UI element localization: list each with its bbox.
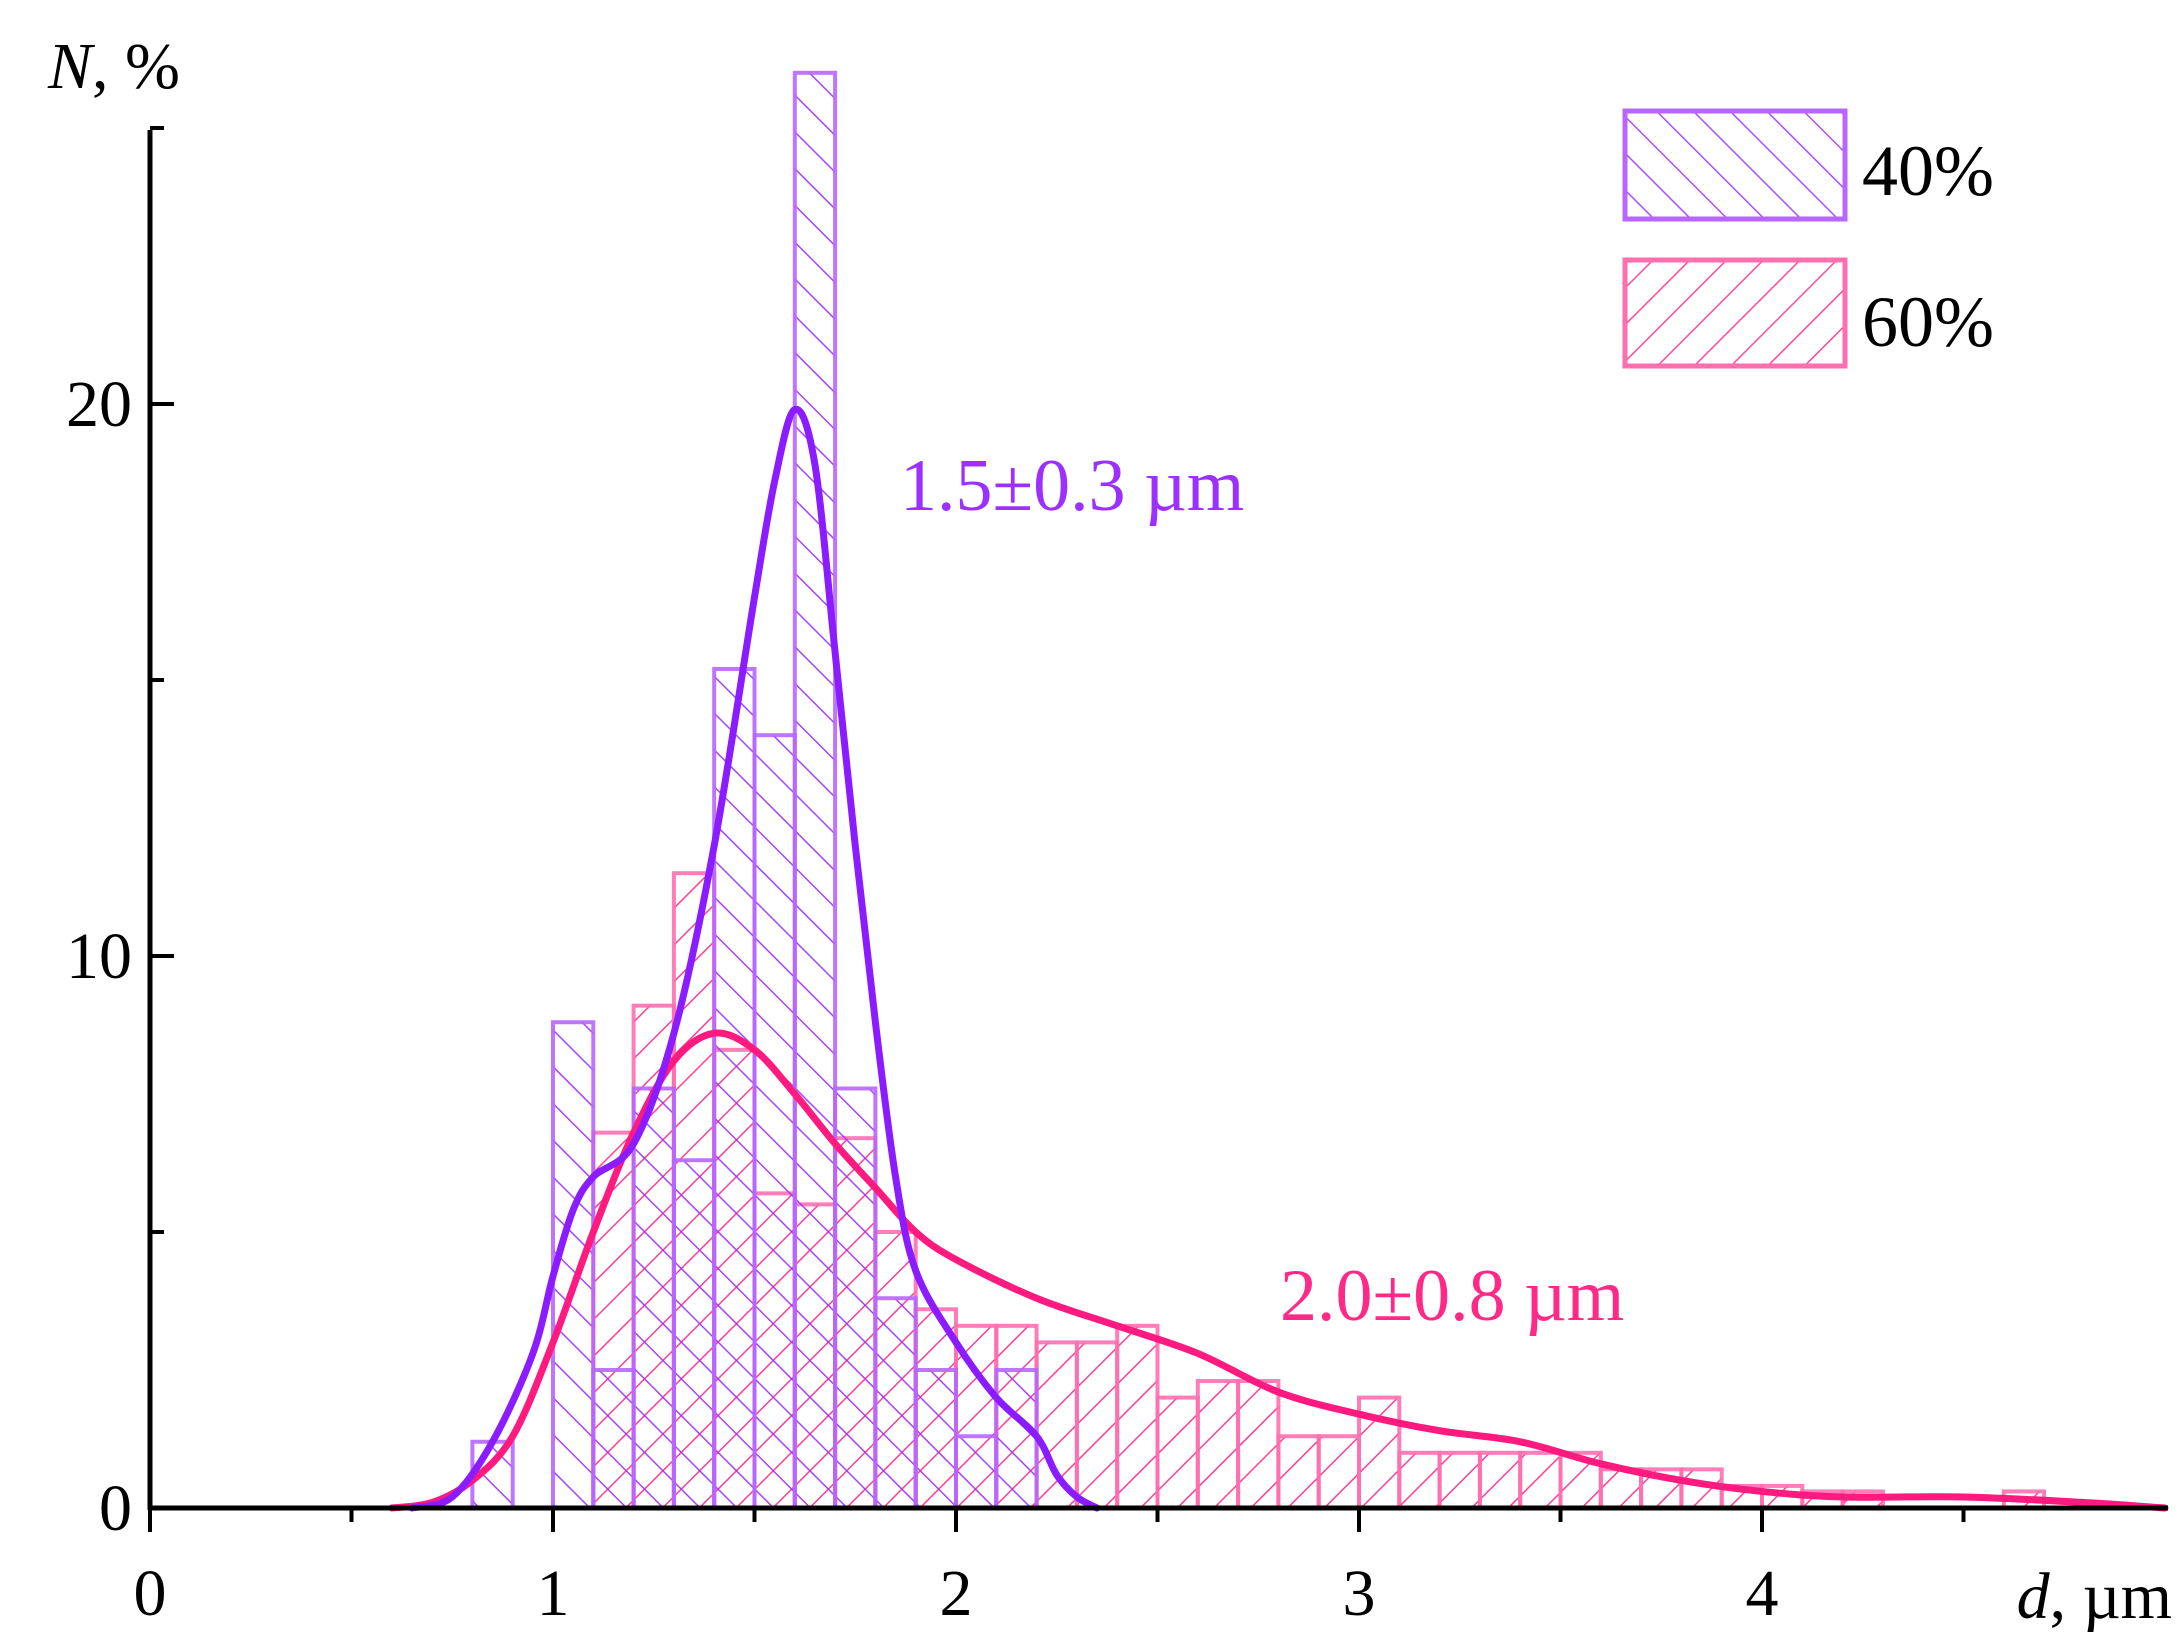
bar-60-25: [1598, 1467, 1644, 1510]
legend-swatch-60: [1622, 257, 1848, 369]
bar-60-13: [1115, 1323, 1160, 1510]
bar-60-23: [1518, 1450, 1563, 1511]
ticks-layer: 0 1 2 3 4 0 10 20: [66, 126, 1966, 1630]
x-tick-label-2: 2: [940, 1557, 973, 1630]
series-bars-40: [470, 70, 1039, 1511]
y-tick-label-20: 20: [66, 368, 132, 441]
x-axis-var: d: [2017, 1560, 2051, 1633]
legend-label-40: 40%: [1862, 131, 1994, 211]
bar-60-22: [1477, 1450, 1523, 1511]
bar-60-20: [1397, 1450, 1442, 1511]
x-tick-label-4: 4: [1746, 1557, 1779, 1630]
bar-40-4: [671, 1158, 717, 1510]
y-tick-label-0: 0: [99, 1472, 132, 1545]
bar-40-11: [954, 1434, 999, 1510]
fit-curve-60: [388, 1029, 2169, 1512]
fit-curves-layer: [388, 405, 2169, 1512]
bar-40-12: [994, 1368, 1039, 1510]
y-axis-unit: , %: [92, 30, 180, 103]
y-axis-title: N, %: [47, 30, 180, 103]
y-axis-var: N: [47, 30, 96, 103]
bar-60-14: [1155, 1395, 1200, 1510]
bars-layer: [470, 70, 2047, 1511]
x-tick-label-3: 3: [1343, 1557, 1376, 1630]
legend-swatch-40: [1622, 108, 1848, 222]
bar-60-16: [1236, 1379, 1281, 1511]
bar-60-21: [1437, 1450, 1482, 1511]
bar-60-11: [1034, 1340, 1079, 1511]
annotation-60-fit: 2.0±0.8 µm: [1280, 1255, 1624, 1337]
bar-40-2: [591, 1368, 636, 1510]
bar-60-12: [1074, 1340, 1120, 1511]
fit-curve-40: [408, 405, 1101, 1512]
x-tick-label-1: 1: [537, 1557, 570, 1630]
bar-40-7: [792, 70, 838, 1510]
legend-label-60: 60%: [1862, 282, 1994, 362]
x-axis-title: d, µm: [2017, 1560, 2172, 1633]
x-tick-label-0: 0: [134, 1557, 167, 1630]
bar-40-6: [752, 733, 797, 1510]
bar-60-15: [1195, 1379, 1241, 1511]
bar-40-9: [873, 1296, 918, 1510]
bar-40-10: [913, 1368, 959, 1510]
y-tick-label-10: 10: [66, 920, 132, 993]
x-axis-unit: , µm: [2050, 1560, 2172, 1633]
bar-40-3: [631, 1086, 676, 1510]
bar-60-18: [1316, 1434, 1361, 1510]
bar-60-17: [1276, 1434, 1321, 1510]
annotation-40-fit: 1.5±0.3 µm: [900, 445, 1244, 527]
legend: 40% 60%: [1622, 108, 1994, 369]
